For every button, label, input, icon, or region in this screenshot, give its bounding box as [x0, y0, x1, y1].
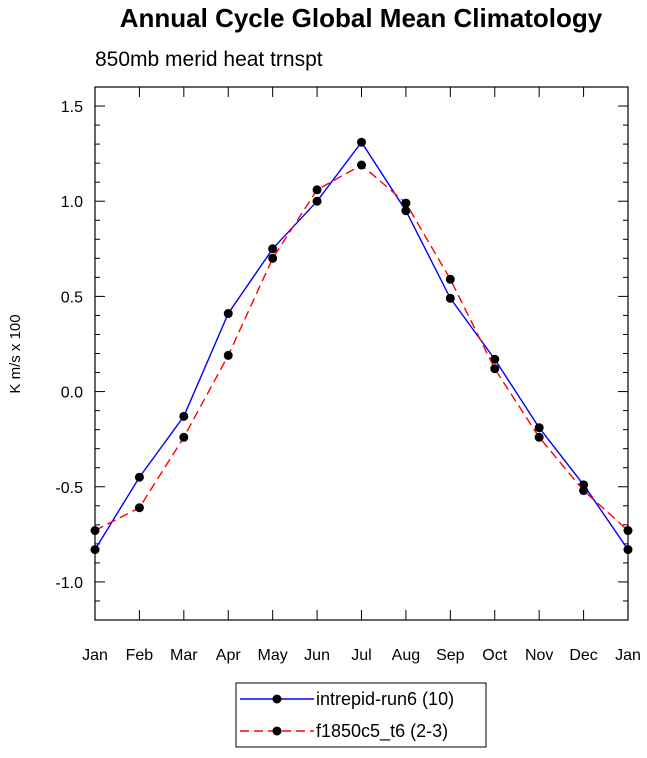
legend: intrepid-run6 (10) f1850c5_t6 (2-3)	[235, 682, 487, 748]
series-2-point	[534, 432, 544, 442]
legend-box	[235, 682, 487, 748]
y-axis-label: K m/s x 100	[7, 314, 24, 393]
chart-subtitle: 850mb merid heat trnspt	[95, 48, 323, 71]
series-2-point	[312, 185, 322, 195]
legend-marker-2	[272, 726, 282, 736]
series-2-point	[445, 274, 455, 284]
legend-marker-1	[272, 694, 282, 704]
x-tick-label: Apr	[216, 647, 242, 664]
series-2-point	[223, 350, 233, 360]
plot-area: -1.0 -0.5 0.0 0.5 1.0 1.5 Jan Feb Mar Apr May Jun Ju…	[55, 86, 641, 664]
series-1-point	[268, 244, 278, 254]
x-tick-label: Sep	[436, 647, 465, 664]
series-1-point	[90, 545, 100, 555]
series-2-point	[623, 526, 633, 536]
y-tick-label: 1.5	[61, 99, 83, 116]
series-1-point	[401, 206, 411, 216]
series-2-point	[134, 503, 144, 513]
series-1-point	[623, 545, 633, 555]
legend-label-1: intrepid-run6 (10)	[316, 689, 454, 709]
chart-title: Annual Cycle Global Mean Climatology	[120, 3, 603, 33]
series-1-point	[312, 196, 322, 206]
x-tick-label: Feb	[126, 647, 154, 664]
x-tick-label: Jul	[351, 647, 371, 664]
series-1-point	[134, 472, 144, 482]
series-1-point	[223, 309, 233, 319]
series-1-point	[179, 411, 189, 421]
y-tick-label: 0.5	[61, 289, 83, 306]
x-tick-label: Dec	[569, 647, 597, 664]
x-tick-label: Jun	[304, 647, 330, 664]
series-1-point	[357, 137, 366, 147]
y-tick-label: -0.5	[55, 480, 83, 497]
series-1-point	[490, 354, 500, 364]
x-tick-label: Jan	[82, 647, 108, 664]
series-1-point	[534, 423, 544, 433]
series-line-1	[94, 140, 629, 550]
series-line-2	[94, 164, 629, 532]
series-2-point	[579, 486, 589, 496]
y-tick-label: -1.0	[55, 575, 83, 592]
series-1-point	[445, 293, 455, 303]
y-tick-label: 0.0	[61, 385, 83, 402]
legend-label-2: f1850c5_t6 (2-3)	[316, 721, 448, 742]
series-2-point	[357, 160, 366, 170]
y-tick-label: 1.0	[61, 194, 83, 211]
x-tick-label: May	[258, 647, 288, 664]
series-2-point	[268, 253, 278, 263]
series-2-point	[401, 198, 411, 208]
x-tick-label: Mar	[170, 647, 198, 664]
series-2-point	[490, 364, 500, 374]
x-tick-label: Aug	[392, 647, 420, 664]
x-tick-label: Oct	[482, 647, 507, 664]
series-2-point	[179, 432, 189, 442]
x-tick-label: Jan	[615, 647, 641, 664]
x-tick-label: Nov	[525, 647, 553, 664]
series-2-point	[90, 526, 100, 536]
